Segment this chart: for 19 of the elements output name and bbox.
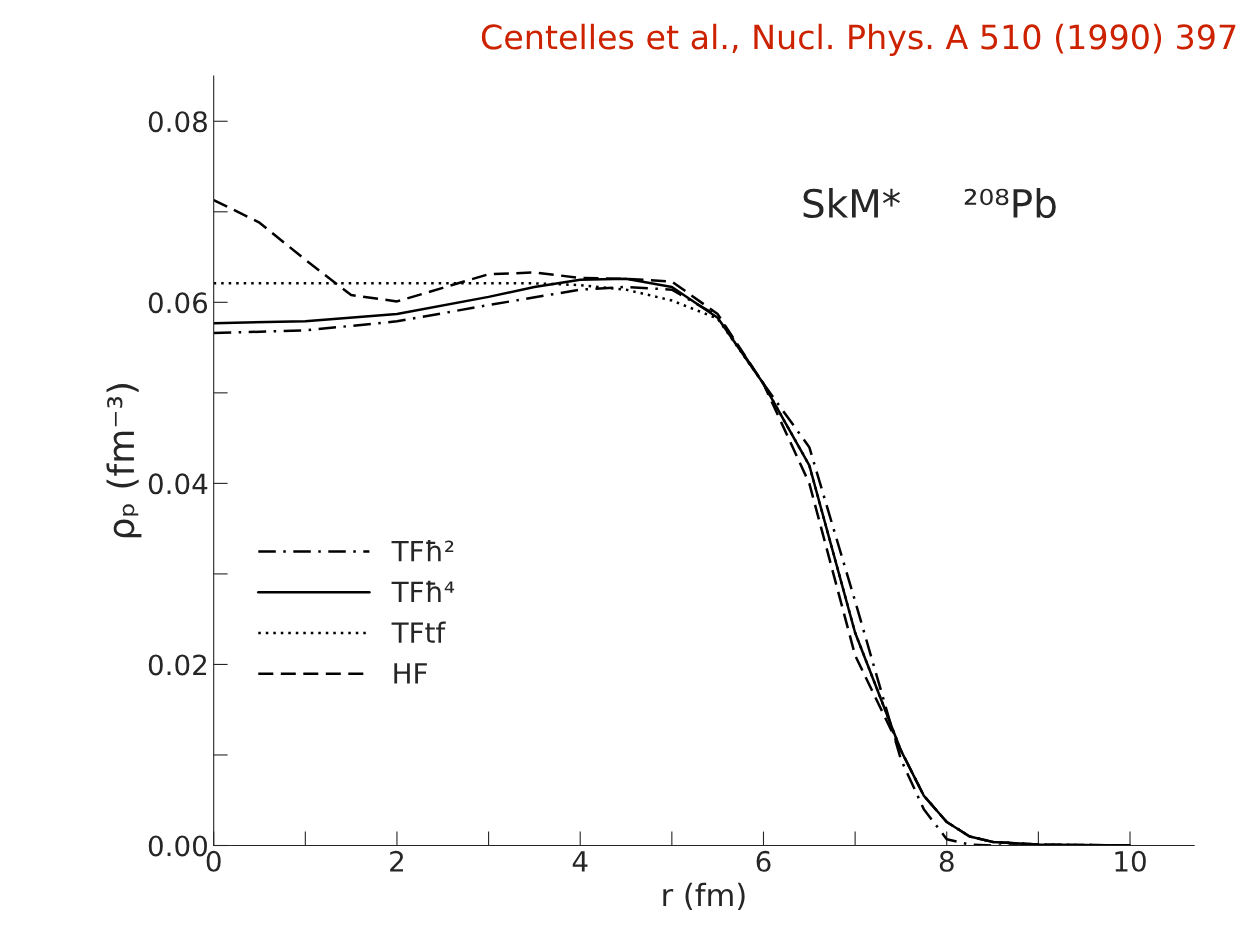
x-tick-label: 2 <box>390 850 404 872</box>
legend-label: TFtf <box>391 621 446 643</box>
y-tick-label: 0.00 <box>148 835 207 857</box>
text: Centelles et al., Nucl. Phys. A 510 (1990) 397 <box>481 23 1236 57</box>
x-tick-label: 0 <box>206 850 221 872</box>
y-axis-title: ρₚ (fm⁻³) <box>106 384 142 538</box>
x-tick-label: 4 <box>572 851 588 872</box>
x-tick-label: 6 <box>756 850 771 872</box>
y-tick-label: 0.08 <box>148 111 207 133</box>
annotation: SkM* ²⁰⁸Pb <box>803 188 1056 219</box>
x-tick-label: 10 <box>1115 850 1146 872</box>
y-tick-label: 0.02 <box>148 654 207 676</box>
legend-label: TFħ⁴ <box>391 580 455 602</box>
x-axis-title: r (fm) <box>663 882 745 911</box>
legend-label: HF <box>394 663 427 684</box>
x-tick-label: 8 <box>939 850 954 872</box>
legend-label: TFħ² <box>391 540 454 562</box>
y-tick-label: 0.06 <box>148 292 208 314</box>
y-tick-label: 0.04 <box>148 473 208 495</box>
